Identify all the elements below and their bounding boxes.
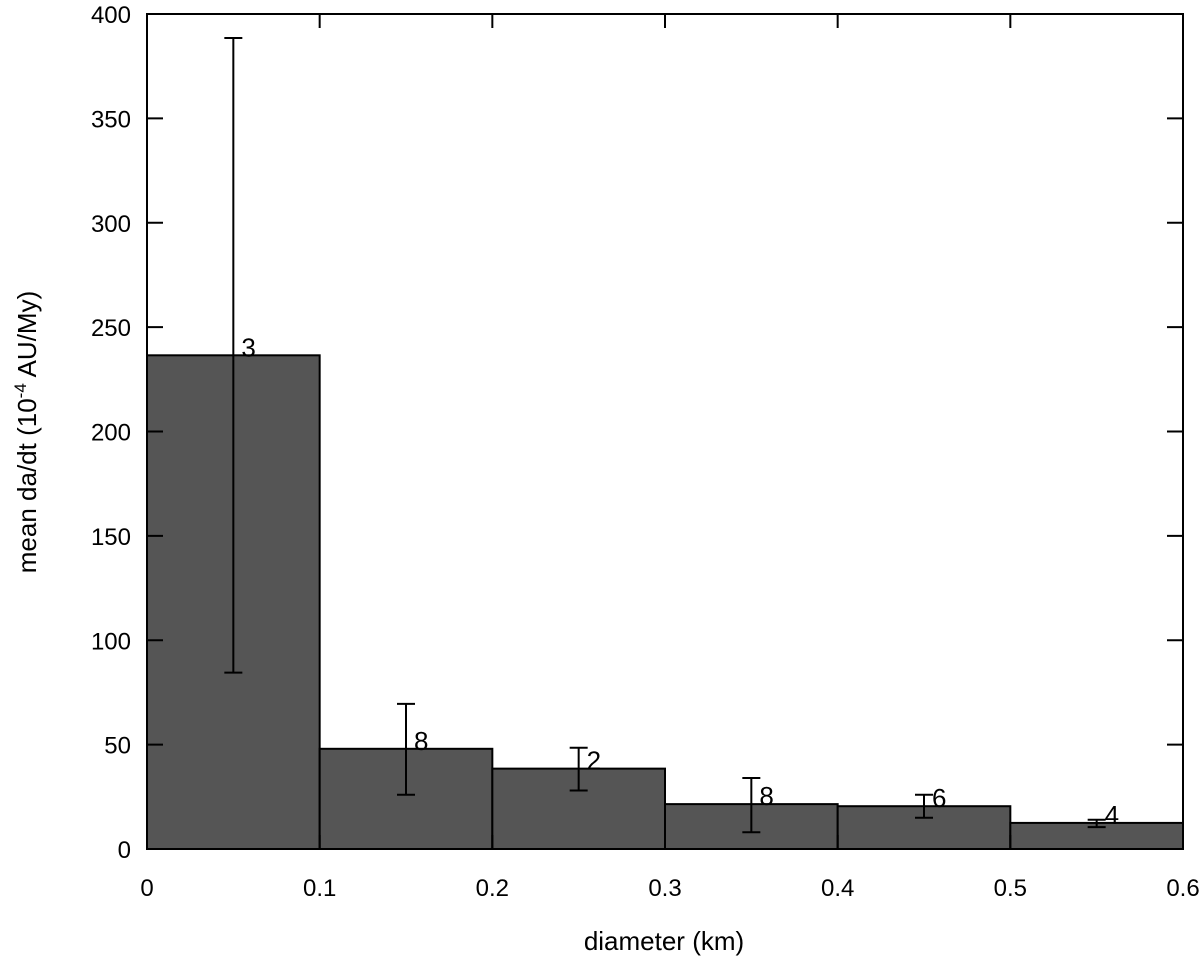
y-tick-label: 50	[104, 733, 131, 760]
y-tick-label: 300	[91, 211, 131, 238]
y-axis-label-main: mean da/dt (10	[12, 398, 42, 573]
error-bar-0	[224, 37, 243, 674]
y-tick-label: 200	[91, 420, 131, 447]
y-tick-label: 250	[91, 315, 131, 342]
y-tick-label: 150	[91, 524, 131, 551]
count-labels-group: 3 8 2 8 6 4	[241, 332, 1119, 830]
count-label-4: 6	[932, 783, 946, 813]
x-tick-label: 0.1	[303, 875, 336, 902]
error-bar-2	[569, 746, 588, 792]
x-tick-label: 0.5	[994, 875, 1027, 902]
x-tick-label: 0.6	[1166, 875, 1199, 902]
y-tick-label: 0	[118, 837, 131, 864]
x-tick-label: 0.3	[648, 875, 681, 902]
count-label-5: 4	[1105, 800, 1119, 830]
count-label-1: 8	[414, 726, 428, 756]
count-label-0: 3	[241, 332, 255, 362]
x-tick-label: 0	[140, 875, 153, 902]
error-bar-1	[397, 702, 415, 796]
y-axis-label: mean da/dt (10-4 AU/My)	[11, 291, 42, 573]
bars-group	[146, 354, 1184, 851]
error-bar-3	[742, 777, 761, 834]
error-bar-4	[915, 793, 933, 819]
y-axis-label-suffix: AU/My)	[12, 291, 42, 383]
error-bar-5	[1087, 818, 1106, 829]
x-axis-ticks: 0 0.1 0.2 0.3 0.4 0.5 0.6	[140, 14, 1200, 902]
y-tick-label: 350	[91, 106, 131, 133]
error-bars-group	[224, 37, 1106, 834]
x-tick-label: 0.2	[476, 875, 509, 902]
y-axis-label-exponent: -4	[11, 383, 30, 398]
x-tick-label: 0.4	[821, 875, 854, 902]
count-label-2: 2	[587, 746, 601, 776]
y-tick-label: 100	[91, 628, 131, 655]
x-axis-label: diameter (km)	[584, 926, 744, 956]
y-tick-label: 400	[91, 2, 131, 29]
count-label-3: 8	[759, 781, 773, 811]
y-axis-ticks: 0 50 100 150 200 250 300 350 400	[91, 2, 1183, 864]
